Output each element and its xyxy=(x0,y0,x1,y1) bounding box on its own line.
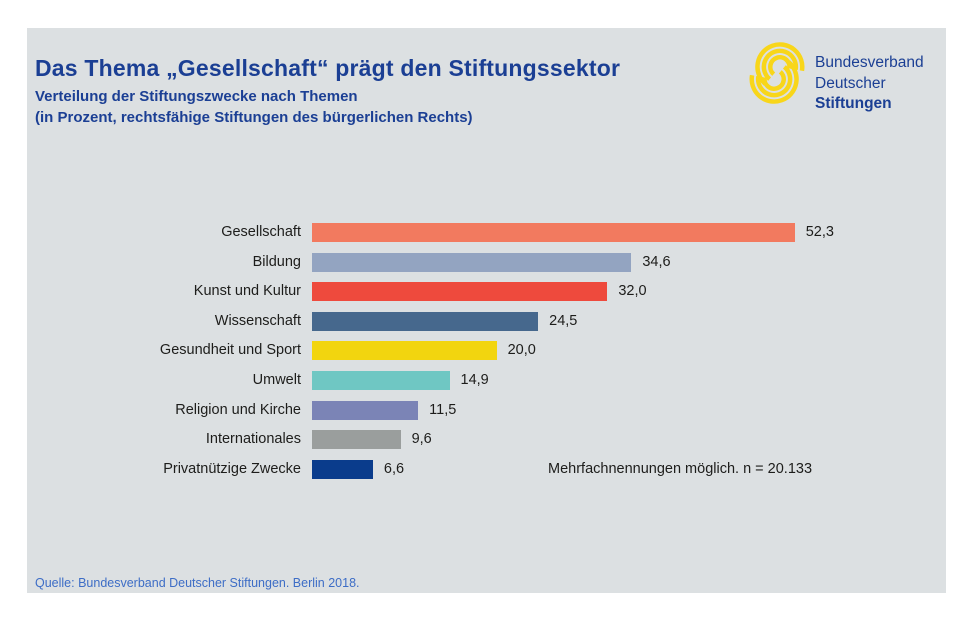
organization-name-line3: Stiftungen xyxy=(815,95,892,112)
organization-name-line1: Bundesverband xyxy=(815,54,924,71)
chart-row: Umwelt 14,9 xyxy=(35,371,938,391)
organization-name-line2: Deutscher xyxy=(815,74,886,92)
chart-row: Kunst und Kultur 32,0 xyxy=(35,282,938,302)
chart-subtitle-detail: (in Prozent, rechtsfähige Stiftungen des… xyxy=(35,109,473,126)
bar xyxy=(312,282,608,302)
chart-note: Mehrfachnennungen möglich. n = 20.133 xyxy=(548,461,813,477)
organization-logo: Bundesverband Deutscher Stiftungen xyxy=(737,33,947,118)
bar-chart: Gesellschaft 52,3 Bildung 34,6 Kunst und Kul… xyxy=(35,223,938,493)
bar xyxy=(312,341,497,361)
bar xyxy=(312,252,632,272)
chart-subtitle: Verteilung der Stiftungszwecke nach Them… xyxy=(35,88,358,105)
source-line: Quelle: Bundesverband Deutscher Stiftung… xyxy=(35,576,360,590)
swirl-s-icon xyxy=(749,42,805,104)
bar-label: Gesellschaft xyxy=(221,224,301,240)
chart-row: Gesellschaft 52,3 xyxy=(35,223,938,243)
bar-value: 20,0 xyxy=(507,342,536,359)
bar-value: 24,5 xyxy=(549,312,578,329)
bar-value: 6,6 xyxy=(383,460,405,477)
page-title: Das Thema „Gesellschaft“ prägt den Stift… xyxy=(35,55,621,81)
bar xyxy=(312,311,539,331)
bar-label: Gesundheit und Sport xyxy=(159,342,301,359)
chart-row: Internationales 9,6 xyxy=(35,430,938,450)
bar-value: 9,6 xyxy=(411,431,432,448)
chart-row: Religion und Kirche 11,5 xyxy=(35,400,938,421)
bar xyxy=(312,223,795,242)
bar-label: Bildung xyxy=(252,253,301,270)
organization-name: Bundesverband Deutscher Stiftungen xyxy=(815,53,924,115)
chart-row: Privatnützige Zwecke 6,6 xyxy=(35,459,938,480)
bar-value: 32,0 xyxy=(618,283,647,300)
bar-label: Privatnützige Zwecke xyxy=(163,460,301,477)
bar xyxy=(312,459,373,479)
bar-value: 11,5 xyxy=(429,401,457,418)
bar-label: Wissenschaft xyxy=(214,312,301,329)
bar-value: 14,9 xyxy=(460,372,489,388)
bar xyxy=(312,371,450,390)
bar-label: Umwelt xyxy=(252,372,301,388)
chart-background-panel xyxy=(27,28,946,593)
chart-row: Wissenschaft 24,5 xyxy=(35,311,938,332)
bar-label: Internationales xyxy=(205,431,301,448)
bar-label: Kunst und Kultur xyxy=(193,283,301,300)
bar-value: 34,6 xyxy=(642,253,671,270)
bar xyxy=(312,430,401,450)
bar-value: 52,3 xyxy=(805,224,834,240)
bar xyxy=(312,400,419,420)
bar-label: Religion und Kirche xyxy=(175,401,301,418)
chart-row: Gesundheit und Sport 20,0 xyxy=(35,341,938,361)
chart-row: Bildung 34,6 xyxy=(35,252,938,273)
